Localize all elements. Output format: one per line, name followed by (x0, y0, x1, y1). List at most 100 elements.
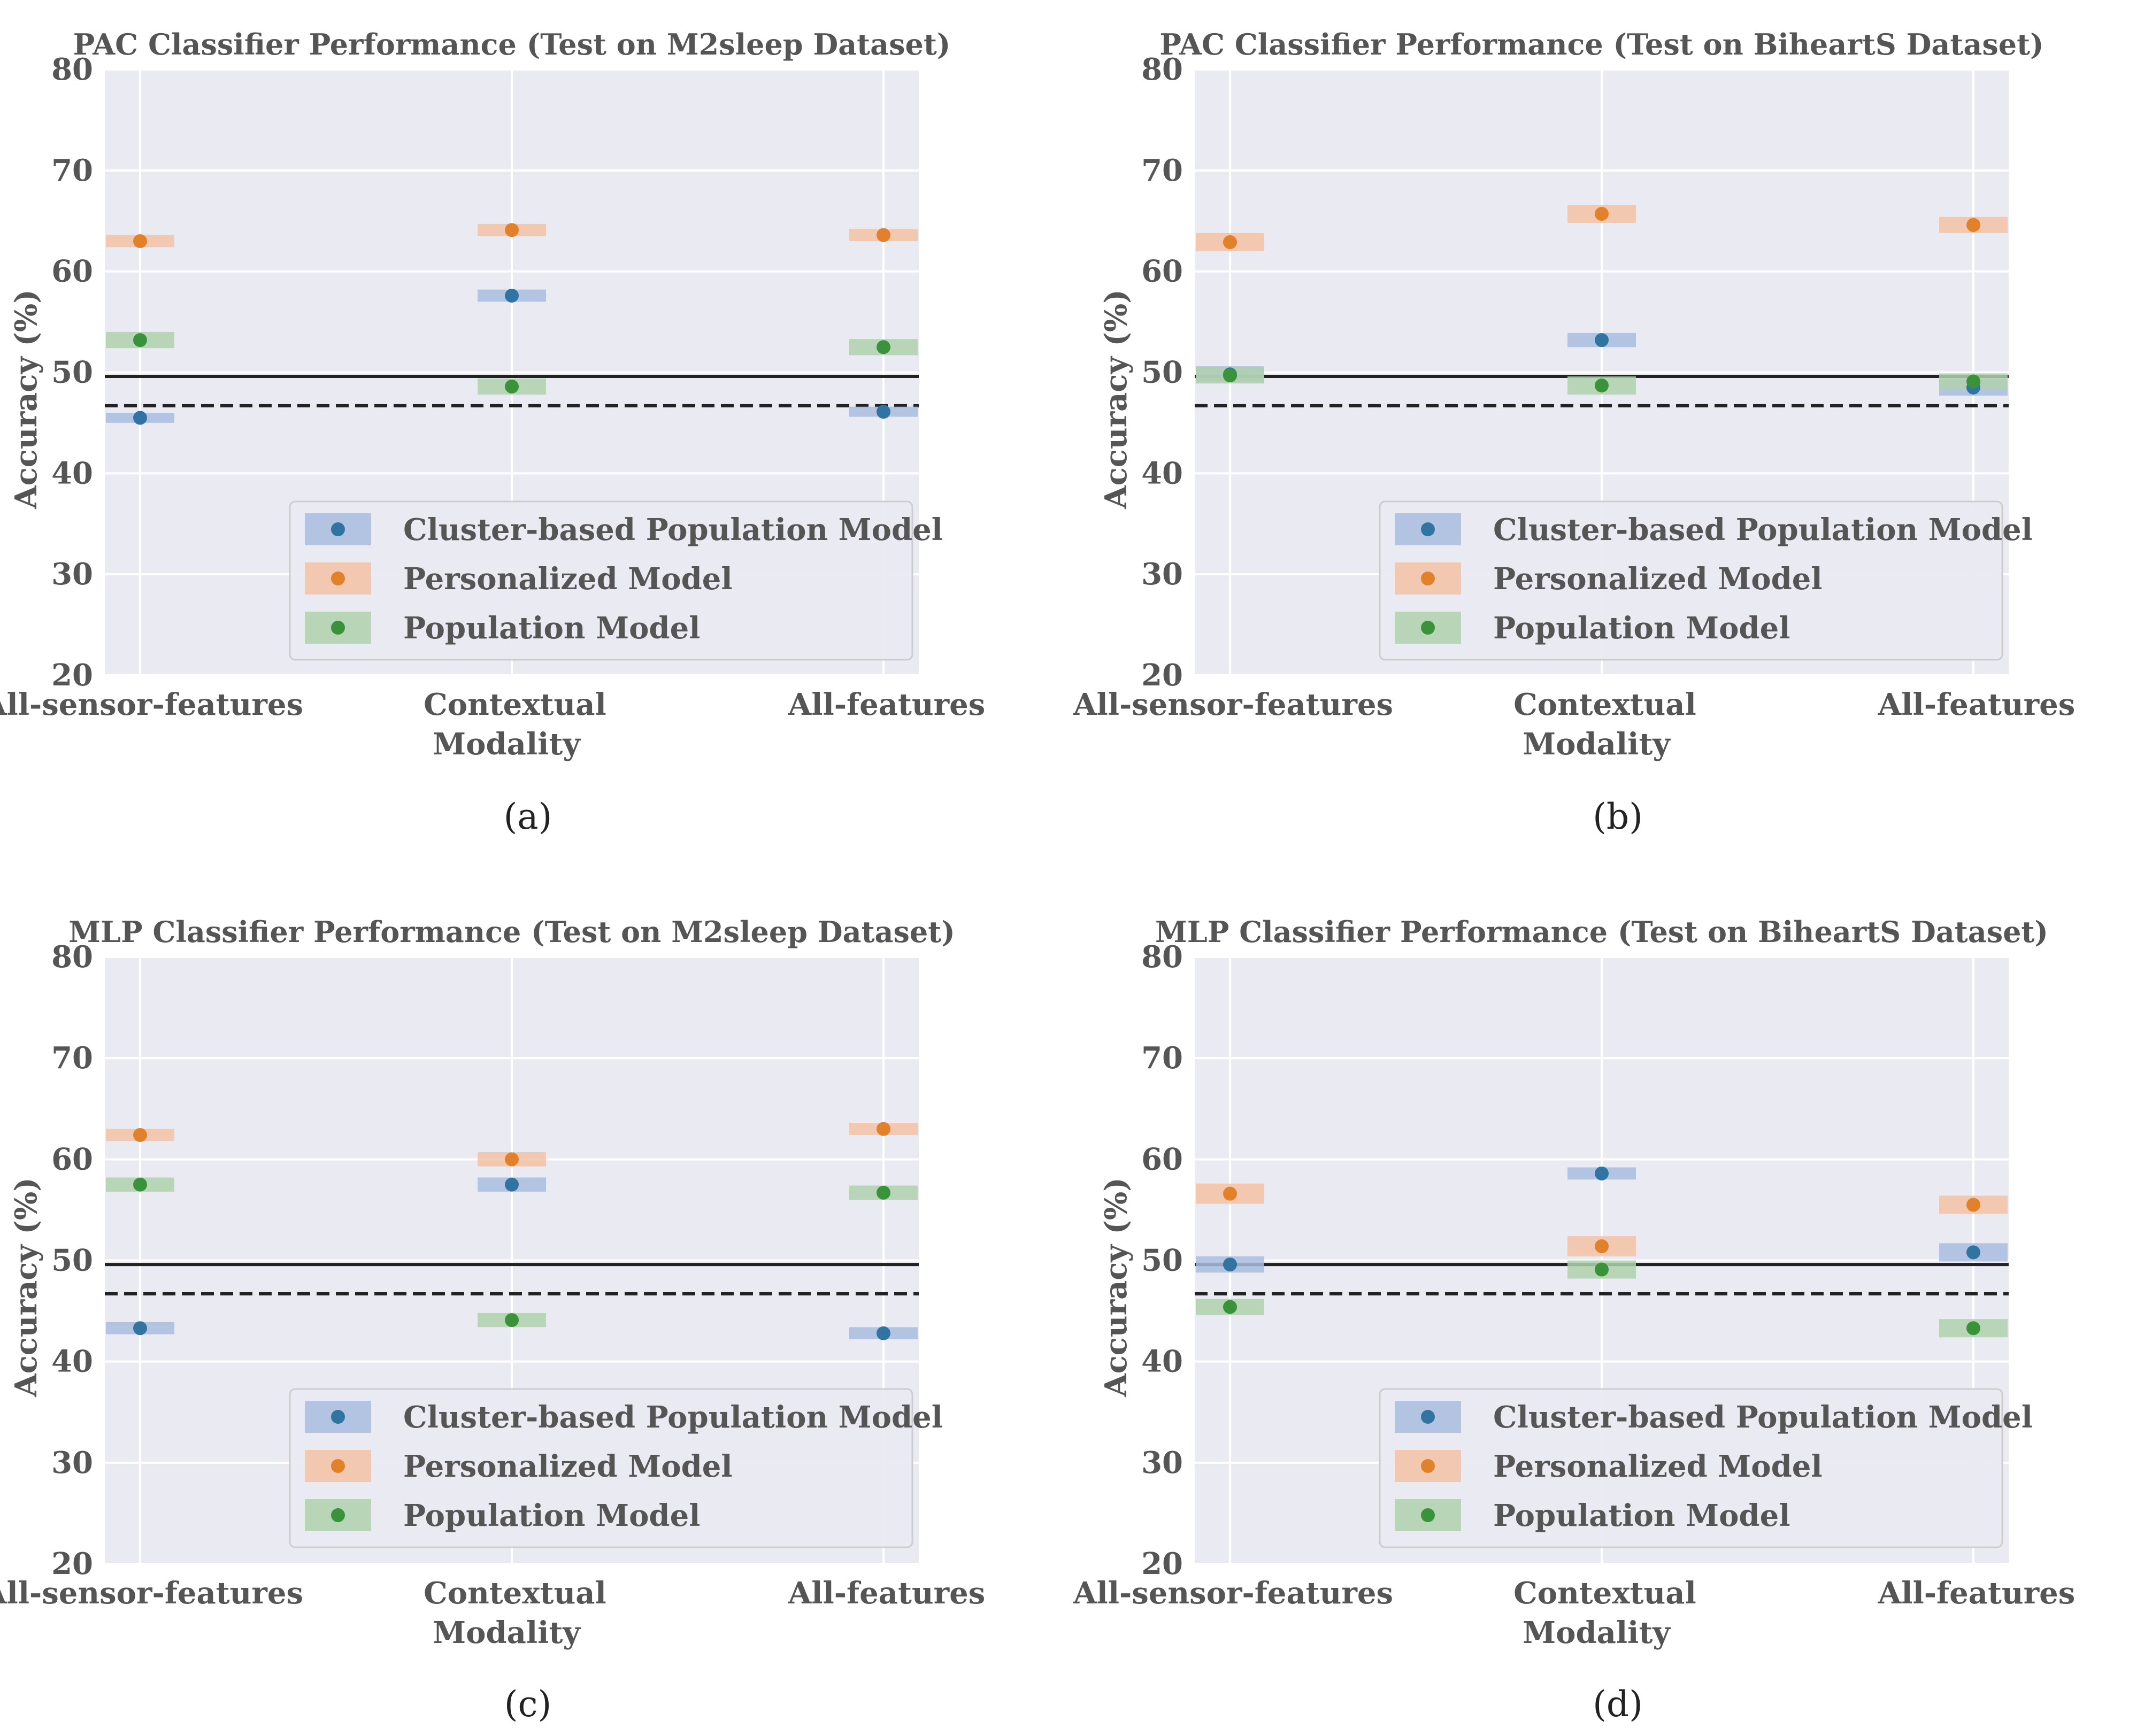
chart-a-point-series2-3 (877, 228, 890, 242)
chart-c-point-series2-1 (133, 1128, 147, 1142)
chart-d-title: MLP Classifier Performance (Test on Bihe… (1155, 915, 2048, 949)
chart-a-y-tick-label: 30 (51, 557, 93, 592)
chart-a-legend-label-series3: Population Model (403, 611, 701, 646)
chart-d-point-series2-3 (1966, 1198, 1980, 1212)
chart-d-y-tick-label: 50 (1141, 1243, 1183, 1278)
chart-d-point-series2-2 (1595, 1239, 1609, 1254)
chart-c-legend-label-series3: Population Model (403, 1498, 701, 1533)
chart-b-x-axis-label: Modality (1523, 727, 1671, 762)
chart-d-y-axis-label: Accuracy (%) (1098, 1177, 1134, 1397)
chart-c-point-series2-2 (505, 1152, 519, 1167)
chart-c-legend-marker-series2 (331, 1459, 345, 1473)
chart-b-point-series1-2 (1595, 333, 1609, 348)
chart-d-legend-label-series1: Cluster-based Population Model (1493, 1400, 2033, 1435)
chart-a-legend-marker-series3 (331, 621, 345, 635)
chart-c-legend-marker-series1 (331, 1410, 345, 1424)
chart-b-title: PAC Classifier Performance (Test on Bihe… (1159, 27, 2043, 61)
chart-c-point-series3-2 (505, 1313, 519, 1328)
chart-b-legend-marker-series1 (1421, 522, 1435, 536)
chart-d-legend-label-series2: Personalized Model (1493, 1449, 1823, 1484)
chart-d-x-axis-label: Modality (1523, 1615, 1671, 1650)
chart-d-legend-marker-series3 (1421, 1508, 1435, 1522)
chart-b-x-tick-label: Contextual (1513, 687, 1696, 722)
chart-c-y-tick-label: 50 (51, 1243, 93, 1278)
chart-b-y-tick-label: 80 (1141, 52, 1183, 87)
chart-d-point-series2-1 (1223, 1186, 1237, 1201)
chart-b-legend-label-series2: Personalized Model (1493, 561, 1823, 597)
chart-a-point-series1-3 (877, 405, 890, 419)
chart-b-point-series3-2 (1595, 379, 1609, 393)
chart-b-point-series3-3 (1966, 374, 1980, 389)
chart-c-y-tick-label: 60 (51, 1141, 93, 1177)
chart-c-legend-marker-series3 (331, 1508, 345, 1522)
chart-c-y-tick-label: 20 (51, 1546, 93, 1581)
chart-b-legend-marker-series2 (1421, 572, 1435, 585)
chart-a-point-series2-1 (133, 234, 147, 249)
chart-c-legend-label-series1: Cluster-based Population Model (403, 1400, 943, 1435)
chart-a-point-series3-2 (505, 379, 519, 394)
chart-a-y-axis-label: Accuracy (%) (9, 289, 44, 509)
chart-b-y-tick-label: 50 (1141, 355, 1183, 390)
chart-b-x-tick-label: All-features (1878, 687, 2075, 722)
chart-d-point-series1-1 (1223, 1257, 1237, 1272)
chart-c-y-tick-label: 80 (51, 939, 93, 975)
chart-c-y-tick-label: 70 (51, 1040, 93, 1076)
chart-a-y-tick-label: 40 (51, 456, 93, 491)
chart-d-y-tick-label: 40 (1141, 1344, 1183, 1379)
chart-b-point-series2-1 (1223, 235, 1237, 249)
chart-c-y-axis-label: Accuracy (%) (9, 1177, 44, 1397)
chart-c-point-series1-1 (133, 1321, 147, 1336)
chart-b-point-series2-2 (1595, 207, 1609, 221)
chart-a-x-tick-label: Contextual (424, 687, 606, 722)
chart-d-y-tick-label: 80 (1141, 939, 1183, 975)
chart-b-y-tick-label: 20 (1141, 658, 1183, 693)
chart-c-y-tick-label: 40 (51, 1344, 93, 1379)
chart-d-y-tick-label: 60 (1141, 1141, 1183, 1177)
chart-a-point-series3-3 (877, 340, 890, 354)
chart-b-legend-label-series1: Cluster-based Population Model (1493, 512, 2033, 547)
chart-b-y-tick-label: 30 (1141, 557, 1183, 592)
chart-a-legend (289, 500, 913, 661)
chart-c-title: MLP Classifier Performance (Test on M2sl… (68, 915, 955, 949)
chart-b-legend-label-series3: Population Model (1493, 611, 1790, 646)
chart-d-legend-label-series3: Population Model (1493, 1498, 1790, 1533)
chart-a-legend-marker-series1 (331, 522, 345, 536)
chart-d-caption: (d) (1593, 1684, 1643, 1725)
chart-c-point-series2-3 (877, 1122, 890, 1136)
chart-a-y-tick-label: 20 (51, 658, 93, 693)
chart-c-legend (289, 1388, 913, 1548)
chart-d-point-series3-3 (1966, 1321, 1980, 1336)
chart-a-caption: (a) (504, 796, 552, 837)
chart-a-point-series1-1 (133, 411, 147, 425)
chart-d-y-tick-label: 30 (1141, 1445, 1183, 1480)
chart-d-y-tick-label: 70 (1141, 1040, 1183, 1076)
chart-a-legend-label-series1: Cluster-based Population Model (403, 512, 943, 547)
chart-c-x-tick-label: All-sensor-features (0, 1576, 303, 1611)
chart-a-title: PAC Classifier Performance (Test on M2sl… (73, 27, 951, 61)
chart-d-x-tick-label: All-features (1878, 1576, 2075, 1611)
chart-b-legend (1379, 500, 2003, 661)
chart-a-legend-marker-series2 (331, 572, 345, 585)
chart-c-y-tick-label: 30 (51, 1445, 93, 1480)
chart-d-x-tick-label: All-sensor-features (1073, 1576, 1393, 1611)
chart-a-y-tick-label: 80 (51, 52, 93, 87)
chart-b-y-tick-label: 60 (1141, 254, 1183, 289)
chart-a-y-tick-label: 70 (51, 153, 93, 188)
chart-c-point-series1-3 (877, 1326, 890, 1340)
chart-d-point-series3-2 (1595, 1262, 1609, 1277)
chart-d-point-series3-1 (1223, 1300, 1237, 1314)
chart-b-x-tick-label: All-sensor-features (1073, 687, 1393, 722)
chart-c-caption: (c) (504, 1684, 551, 1725)
chart-a-point-series1-2 (505, 288, 519, 303)
chart-a-legend-label-series2: Personalized Model (403, 561, 733, 597)
chart-a-x-tick-label: All-sensor-features (0, 687, 303, 722)
chart-d-x-tick-label: Contextual (1513, 1576, 1696, 1611)
chart-a-x-tick-label: All-features (788, 687, 985, 722)
chart-b-point-series2-3 (1966, 218, 1980, 232)
chart-d-legend (1379, 1388, 2003, 1548)
